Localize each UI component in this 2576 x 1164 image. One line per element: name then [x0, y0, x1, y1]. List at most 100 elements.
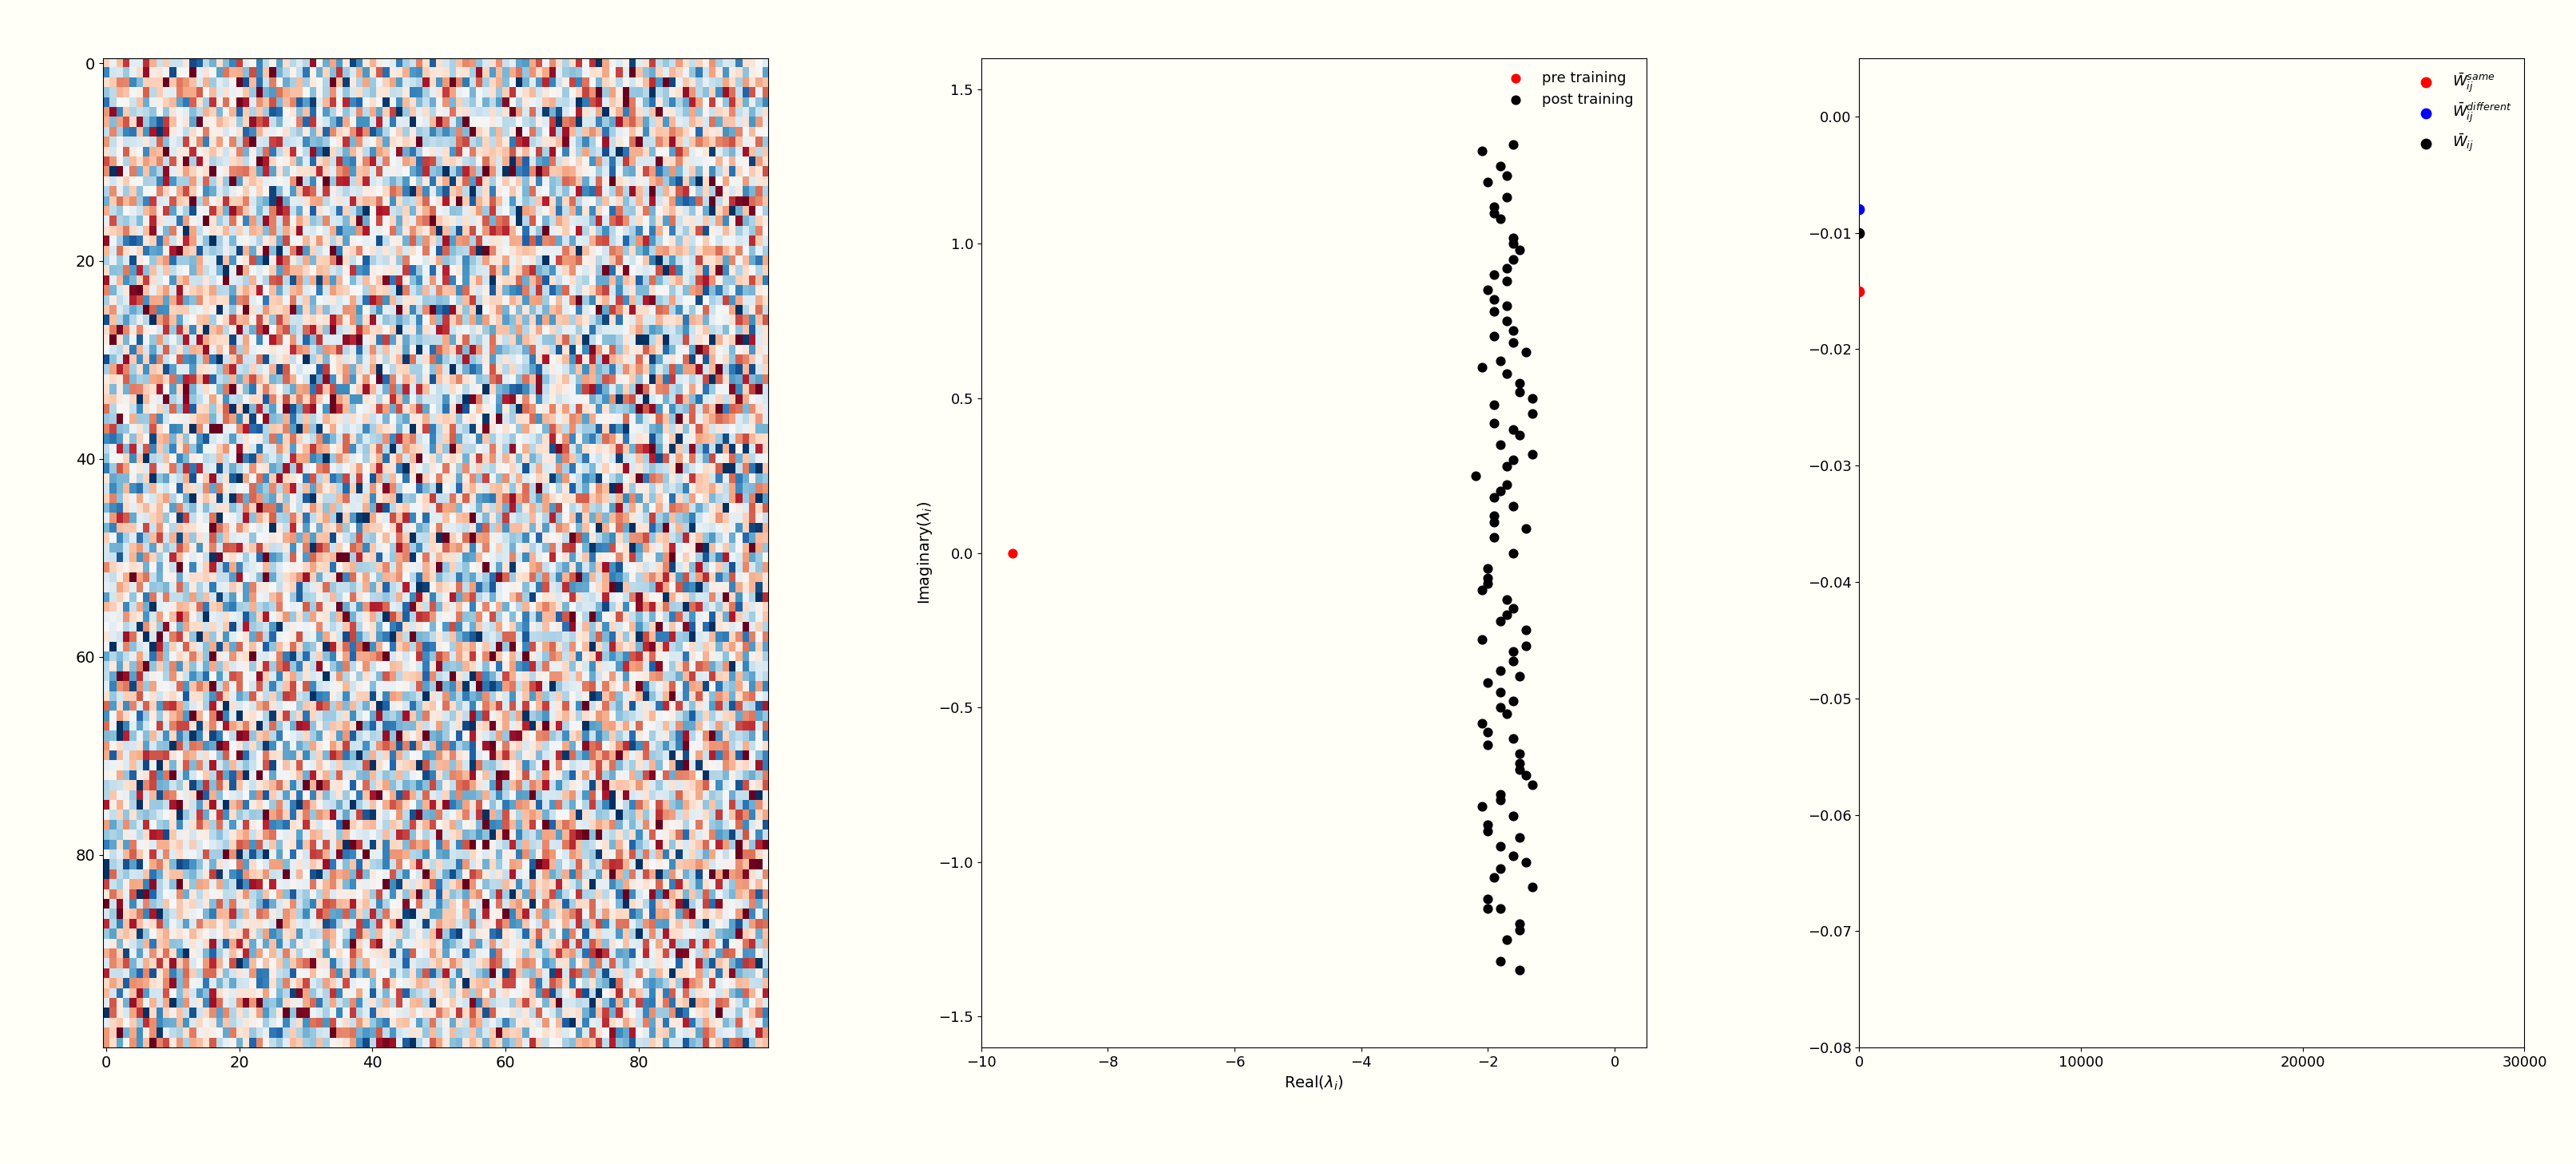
post training — [1468, 172, 1510, 191]
post training — [1481, 482, 1522, 501]
post training — [1486, 457, 1528, 476]
post training — [1461, 630, 1502, 648]
post training — [1512, 445, 1553, 463]
post training — [1468, 281, 1510, 299]
post training — [1473, 290, 1515, 308]
post training — [1468, 568, 1510, 587]
post training — [1481, 859, 1522, 878]
post training — [1499, 754, 1540, 773]
post training — [1473, 413, 1515, 432]
post training — [1492, 250, 1533, 269]
post training — [1481, 352, 1522, 370]
post training — [1461, 714, 1502, 732]
post training — [1473, 303, 1515, 321]
post training — [1455, 467, 1497, 485]
post training — [1499, 915, 1540, 934]
post training — [1504, 853, 1546, 872]
post training — [1492, 691, 1533, 710]
post training — [1481, 785, 1522, 803]
post training — [1468, 890, 1510, 909]
post training — [1499, 760, 1540, 779]
post training — [1486, 312, 1528, 331]
Legend: pre training, post training: pre training, post training — [1497, 65, 1638, 113]
post training — [1481, 698, 1522, 717]
post training — [1468, 674, 1510, 693]
post training — [1473, 396, 1515, 414]
Legend: $\bar{W}_{ij}^{same}$, $\bar{W}_{ij}^{different}$, $\bar{W}_{ij}$: $\bar{W}_{ij}^{same}$, $\bar{W}_{ij}^{di… — [2406, 65, 2517, 159]
post training — [1499, 383, 1540, 402]
post training — [1486, 260, 1528, 278]
post training — [1512, 775, 1553, 794]
post training — [1486, 590, 1528, 609]
post training — [1481, 952, 1522, 971]
post training — [1499, 374, 1540, 392]
post training — [1481, 899, 1522, 917]
post training — [1492, 544, 1533, 562]
post training — [1481, 157, 1522, 176]
post training — [1473, 327, 1515, 346]
post training — [1473, 868, 1515, 887]
post training — [1468, 559, 1510, 577]
post training — [1512, 404, 1553, 423]
post training — [1468, 575, 1510, 594]
post training — [1468, 736, 1510, 754]
post training — [1492, 135, 1533, 154]
post training — [1499, 745, 1540, 764]
post training — [1468, 899, 1510, 917]
post training — [1473, 506, 1515, 525]
post training — [1499, 828, 1540, 846]
post training — [1492, 846, 1533, 865]
pre training — [992, 544, 1033, 562]
Y-axis label: Imaginary($\lambda_i$): Imaginary($\lambda_i$) — [914, 502, 935, 604]
post training — [1486, 166, 1528, 185]
post training — [1473, 265, 1515, 284]
post training — [1473, 204, 1515, 222]
post training — [1486, 704, 1528, 723]
post training — [1481, 210, 1522, 228]
post training — [1461, 142, 1502, 161]
post training — [1492, 450, 1533, 469]
post training — [1492, 652, 1533, 670]
post training — [1492, 497, 1533, 516]
post training — [1492, 228, 1533, 247]
post training — [1468, 723, 1510, 741]
post training — [1481, 837, 1522, 856]
post training — [1486, 930, 1528, 949]
post training — [1492, 420, 1533, 439]
$\bar{W}_{ij}^{different}$ — [1839, 200, 1880, 219]
post training — [1481, 435, 1522, 454]
post training — [1492, 599, 1533, 618]
post training — [1492, 643, 1533, 661]
post training — [1486, 605, 1528, 624]
post training — [1473, 528, 1515, 547]
post training — [1486, 476, 1528, 495]
post training — [1468, 822, 1510, 840]
post training — [1461, 581, 1502, 599]
post training — [1512, 878, 1553, 896]
post training — [1473, 488, 1515, 506]
post training — [1492, 234, 1533, 253]
post training — [1473, 198, 1515, 217]
post training — [1504, 620, 1546, 639]
post training — [1481, 611, 1522, 630]
post training — [1499, 667, 1540, 686]
$\bar{W}_{ij}$ — [1839, 223, 1880, 242]
post training — [1461, 797, 1502, 816]
post training — [1473, 512, 1515, 531]
post training — [1504, 637, 1546, 655]
post training — [1499, 961, 1540, 980]
post training — [1492, 807, 1533, 825]
post training — [1481, 683, 1522, 702]
post training — [1499, 241, 1540, 260]
post training — [1461, 359, 1502, 377]
post training — [1492, 333, 1533, 352]
post training — [1492, 321, 1533, 340]
post training — [1486, 364, 1528, 383]
post training — [1481, 792, 1522, 810]
post training — [1492, 729, 1533, 747]
X-axis label: Real($\lambda_i$): Real($\lambda_i$) — [1283, 1074, 1345, 1092]
post training — [1486, 271, 1528, 290]
post training — [1486, 296, 1528, 314]
post training — [1504, 519, 1546, 538]
post training — [1481, 661, 1522, 680]
